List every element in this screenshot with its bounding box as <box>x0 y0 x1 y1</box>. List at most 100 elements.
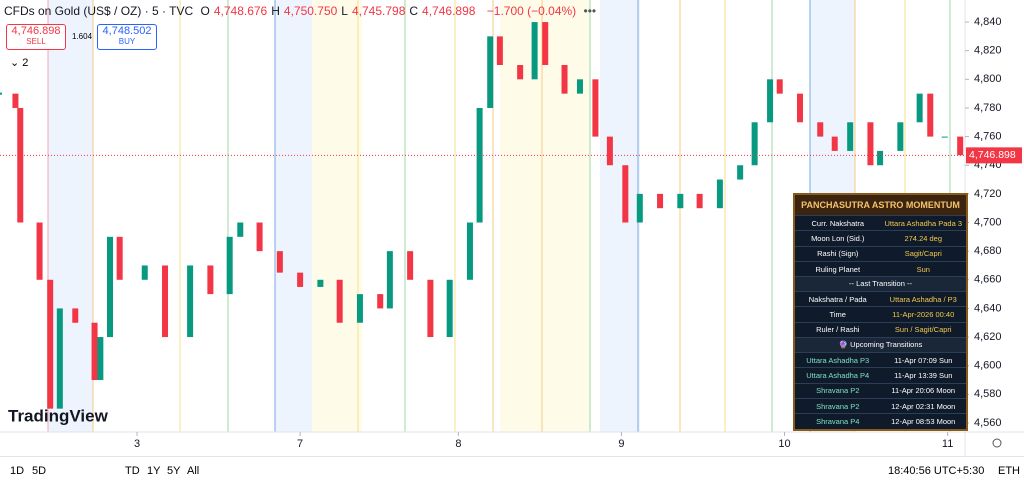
candle <box>657 193 664 209</box>
candle <box>162 265 169 338</box>
candle <box>56 308 63 409</box>
candle <box>716 179 723 209</box>
candle <box>592 79 599 137</box>
panel-label: Shravana P2 <box>816 386 860 396</box>
ohlc-key: L <box>341 4 348 18</box>
candle <box>12 93 19 108</box>
candle <box>957 136 964 156</box>
buy-button[interactable]: 4,748.502 BUY <box>97 24 157 50</box>
panel-value: 12-Apr 02:31 Moon <box>891 401 956 411</box>
x-tick-label: 8 <box>455 438 461 450</box>
candle <box>141 265 148 280</box>
candle <box>476 107 483 223</box>
panel-row: Time 11-Apr-2026 00:40 <box>795 306 966 321</box>
candle <box>517 65 524 80</box>
candle <box>696 193 703 209</box>
indicator-toggle[interactable]: ⌄ 2 <box>10 57 29 69</box>
candle <box>427 279 434 338</box>
panel-label: Curr. Nakshatra <box>811 218 865 228</box>
panel-value: 11-Apr 20:06 Moon <box>891 386 956 396</box>
x-tick-label: 11 <box>942 438 953 450</box>
panel-label: Uttara Ashadha P4 <box>806 371 870 381</box>
y-tick-label: 4,580 <box>974 388 1002 400</box>
y-tick-label: 4,840 <box>974 16 1002 28</box>
candle <box>677 193 684 209</box>
settings-icon[interactable] <box>992 438 1002 448</box>
session[interactable]: ETH <box>998 465 1020 477</box>
panel-row: Uttara Ashadha P3 11-Apr 07:09 Sun <box>795 352 966 367</box>
panel-row: Shravana P2 12-Apr 02:31 Moon <box>795 397 966 413</box>
candle <box>407 251 414 280</box>
ohlc-value: 4,748.676 <box>213 4 268 18</box>
ohlc: O 4,748.676 H 4,750.750 L 4,745.798 C 4,746.898 <box>201 4 480 18</box>
candle <box>377 294 384 309</box>
candle <box>487 36 494 108</box>
candle <box>622 165 629 223</box>
candle <box>636 193 643 223</box>
panel-value: Sun <box>916 264 930 274</box>
candle <box>831 136 838 151</box>
session-bands <box>47 0 951 432</box>
candle <box>796 93 803 123</box>
panel-row: Curr. Nakshatra Uttara Ashadha Pada 3 <box>795 215 966 230</box>
ohlc-key: H <box>271 4 280 18</box>
panel-label: Ruler / Rashi <box>816 325 860 335</box>
panel-value: Uttara Ashadha Pada 3 <box>884 218 963 228</box>
candle <box>867 122 874 166</box>
range-button[interactable]: 1Y <box>147 465 161 477</box>
y-tick-label: 4,760 <box>974 131 1002 143</box>
bottom-toolbar: 18:40:56 UTC+5:30 ETH 1D 5D TD 1Y 5Y All <box>0 456 1024 484</box>
y-tick-label: 4,780 <box>974 102 1002 114</box>
change: −1.700 (−0.04%) <box>486 4 577 18</box>
candle <box>72 308 79 323</box>
candle <box>297 272 304 287</box>
candle <box>237 222 244 237</box>
candle <box>386 251 393 309</box>
candle <box>751 122 758 166</box>
ohlc-key: O <box>200 4 210 18</box>
y-tick-label: 4,620 <box>974 331 1002 343</box>
sell-button[interactable]: 4,746.898 SELL <box>6 24 66 50</box>
ohlc-value: 4,745.798 <box>351 4 406 18</box>
candle <box>847 122 854 151</box>
panel-row: Uttara Ashadha P4 11-Apr 13:39 Sun <box>795 367 966 382</box>
x-tick-label: 3 <box>134 438 140 450</box>
panel-row: Ruler / Rashi Sun / Sagit/Capri <box>795 321 966 337</box>
panel-section: 🔮 Upcoming Transitions <box>795 337 966 353</box>
range-button[interactable]: All <box>187 465 200 477</box>
panel-value: Sagit/Capri <box>904 249 942 259</box>
panel-row: Nakshatra / Pada Uttara Ashadha / P3 <box>795 291 966 306</box>
candle <box>446 279 453 338</box>
candle <box>531 22 538 80</box>
range-button[interactable]: 5D <box>32 465 47 477</box>
x-tick-label: 7 <box>297 438 303 450</box>
candle <box>116 236 123 280</box>
y-tick-label: 4,640 <box>974 302 1002 314</box>
y-tick-label: 4,680 <box>974 245 1002 257</box>
buy-price: 4,748.502 <box>102 25 152 37</box>
panel-value: 274.24 deg <box>904 233 943 243</box>
panel-label: Uttara Ashadha P3 <box>806 355 870 365</box>
candle <box>897 122 904 151</box>
range-button[interactable]: TD <box>125 465 140 477</box>
candle <box>317 279 324 287</box>
candle <box>0 92 2 95</box>
panel-value: 12-Apr 08:53 Moon <box>891 416 956 426</box>
panel-value: 11-Apr 07:09 Sun <box>894 355 953 365</box>
y-tick-label: 4,700 <box>974 216 1002 228</box>
panel-value: Sun / Sagit/Capri <box>894 325 952 335</box>
panel-label: Shravana P2 <box>816 401 860 411</box>
ohlc-key: C <box>409 4 419 18</box>
candles <box>0 22 964 409</box>
spread: 1.604 <box>72 32 93 41</box>
range-button[interactable]: 5Y <box>167 465 181 477</box>
y-tick-label: 4,660 <box>974 274 1002 286</box>
ohlc-value: 4,746.898 <box>422 4 476 18</box>
candle <box>91 322 98 381</box>
chart: TradingView 4,560 4,580 4,600 4,620 4,640 4,6… <box>0 0 1024 456</box>
y-tick-label: 4,600 <box>974 360 1002 372</box>
range-button[interactable]: 1D <box>10 465 25 477</box>
panel-label: Shravana P4 <box>816 416 860 426</box>
header: CFDs on Gold (US$ / OZ) · 5 · TVC O 4,748… <box>4 4 597 18</box>
